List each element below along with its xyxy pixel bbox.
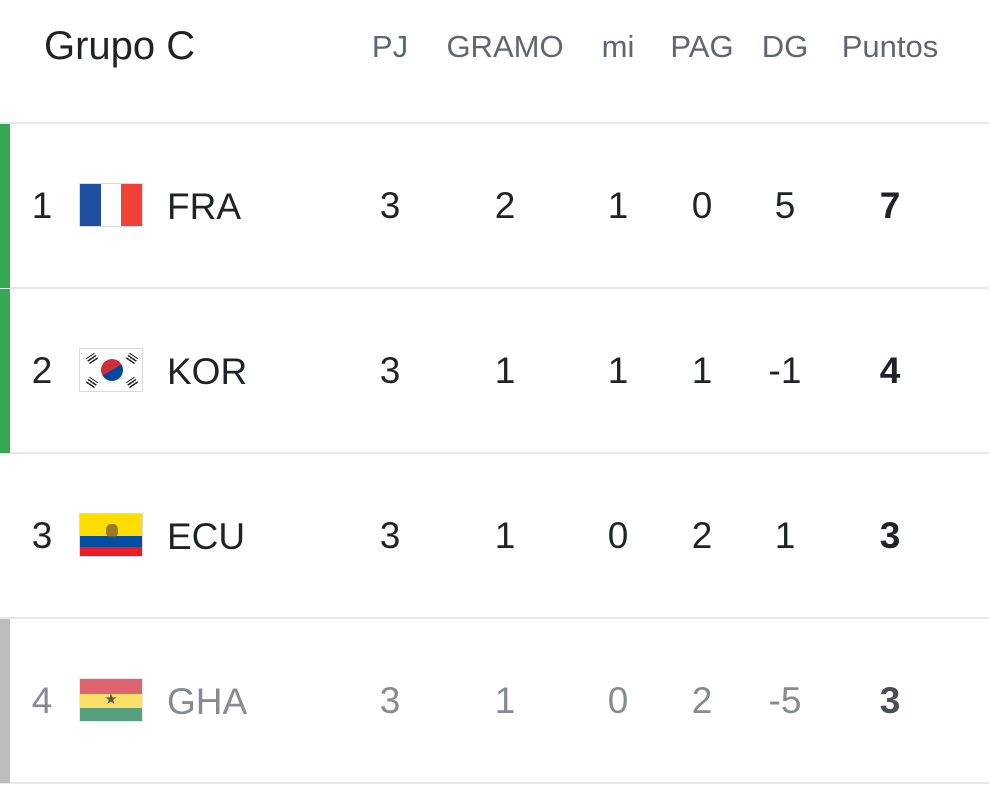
elimination-indicator (0, 619, 10, 783)
stat-drawn: 1 (607, 185, 629, 226)
stat-goal-difference: -1 (768, 350, 802, 391)
stat-goal-difference: 1 (774, 515, 796, 556)
group-title: Grupo C (44, 24, 196, 68)
table-header: Grupo C PJ GRAMO mi PAG DG Puntos (0, 0, 989, 124)
stat-drawn: 1 (607, 350, 629, 391)
stat-won: 2 (494, 185, 516, 226)
stat-drawn: 0 (607, 515, 629, 556)
stat-played: 3 (379, 515, 401, 556)
column-header-won: GRAMO (446, 29, 564, 64)
column-header-goal-difference: DG (761, 29, 809, 64)
stat-goal-difference: 5 (774, 185, 796, 226)
stat-lost: 2 (691, 515, 713, 556)
stat-drawn: 0 (607, 680, 629, 721)
table-row[interactable]: 3 ECU 3 1 0 2 1 3 (0, 454, 989, 619)
column-header-played: PJ (371, 29, 409, 64)
team-code: GHA (167, 681, 248, 722)
stat-won: 1 (494, 515, 516, 556)
qualification-indicator (0, 289, 10, 453)
stat-points: 3 (879, 680, 901, 721)
column-header-lost: PAG (670, 29, 734, 64)
team-code: ECU (167, 516, 246, 557)
stat-played: 3 (379, 185, 401, 226)
table-row[interactable]: 4 ★ GHA 3 1 0 2 -5 3 (0, 619, 989, 784)
column-header-points: Puntos (841, 29, 939, 64)
stat-points: 4 (879, 350, 901, 391)
team-rank: 3 (31, 515, 53, 556)
table-row[interactable]: 2 KOR 3 1 1 1 -1 4 (0, 289, 989, 454)
column-header-drawn: mi (601, 29, 635, 64)
team-rank: 4 (31, 680, 53, 721)
ecuador-flag-icon (79, 513, 143, 557)
stat-lost: 0 (691, 185, 713, 226)
qualification-indicator (0, 124, 10, 288)
ghana-flag-icon: ★ (79, 678, 143, 722)
stat-lost: 1 (691, 350, 713, 391)
stat-points: 3 (879, 515, 901, 556)
stat-played: 3 (379, 350, 401, 391)
stat-won: 1 (494, 350, 516, 391)
team-code: KOR (167, 351, 248, 392)
table-row[interactable]: 1 FRA 3 2 1 0 5 7 (0, 124, 989, 289)
stat-lost: 2 (691, 680, 713, 721)
france-flag-icon (79, 183, 143, 227)
stat-points: 7 (879, 185, 901, 226)
stat-goal-difference: -5 (768, 680, 802, 721)
stat-won: 1 (494, 680, 516, 721)
south-korea-flag-icon (79, 348, 143, 392)
team-rank: 2 (31, 350, 53, 391)
team-code: FRA (167, 186, 241, 227)
team-rank: 1 (31, 185, 53, 226)
stat-played: 3 (379, 680, 401, 721)
